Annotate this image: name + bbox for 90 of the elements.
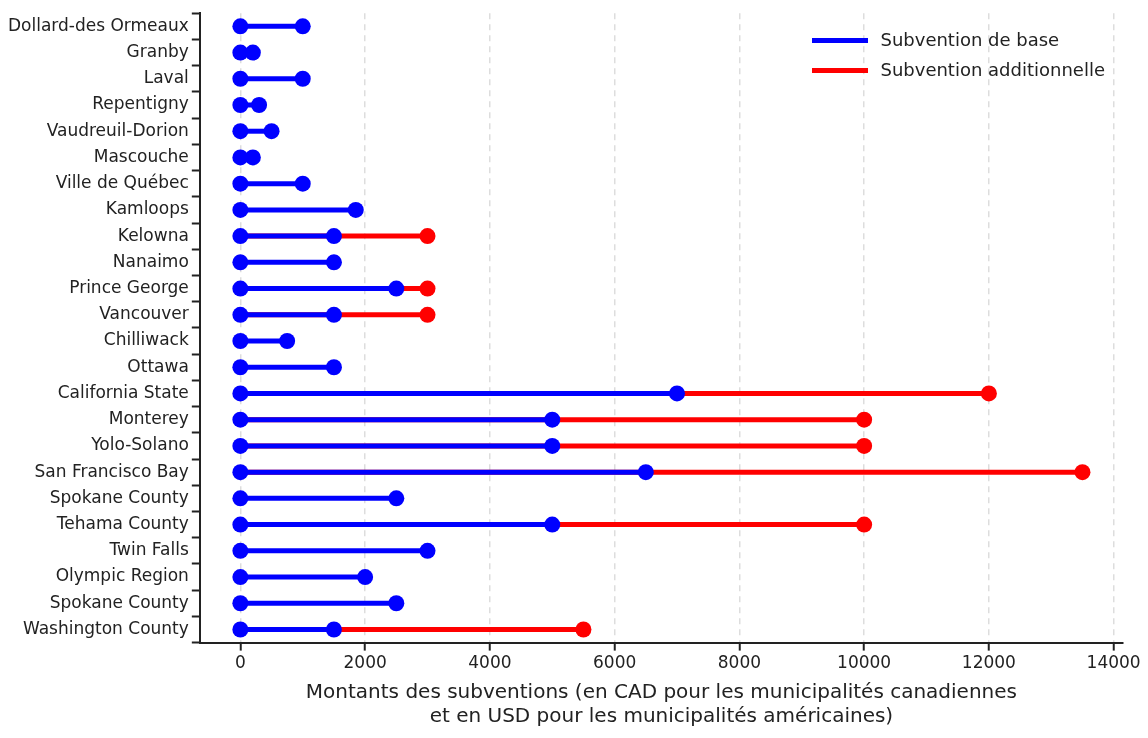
point: [232, 333, 249, 350]
point: [232, 18, 249, 35]
point: [232, 306, 249, 323]
point: [232, 516, 249, 533]
point: [419, 542, 436, 559]
y-tick-label: Olympic Region: [55, 565, 189, 586]
point: [232, 621, 249, 638]
point: [232, 201, 249, 218]
point: [232, 437, 249, 454]
legend-label: Subvention de base: [880, 28, 1060, 53]
x-axis-title: Montants des subventions (en CAD pour les municipalités canadiennes et en USD pour les municipalités américaines): [305, 679, 1017, 728]
x-tick-label: 10000: [837, 652, 892, 673]
point: [1074, 464, 1091, 481]
point: [544, 437, 561, 454]
point: [232, 464, 249, 481]
y-tick-label: Kamloops: [105, 198, 189, 219]
point: [325, 621, 342, 638]
y-tick-label: Dollard-des Ormeaux: [8, 14, 189, 35]
point: [419, 280, 436, 297]
y-tick-label: Repentigny: [92, 93, 189, 114]
point: [294, 18, 311, 35]
y-tick-label: Spokane County: [49, 486, 189, 507]
y-tick-label: Washington County: [22, 617, 189, 638]
y-tick-label: Spokane County: [49, 591, 189, 612]
y-tick-label: Kelowna: [117, 224, 189, 245]
x-tick-label: 12000: [961, 652, 1016, 673]
point: [419, 306, 436, 323]
x-tick-label: 2000: [343, 652, 387, 673]
point: [263, 123, 280, 140]
point: [575, 621, 592, 638]
point: [357, 569, 374, 586]
point: [856, 411, 873, 428]
point: [232, 70, 249, 87]
y-tick-label: Mascouche: [93, 145, 189, 166]
point: [232, 542, 249, 559]
point: [279, 333, 296, 350]
point: [856, 437, 873, 454]
point: [347, 201, 364, 218]
point: [251, 96, 268, 113]
point: [544, 516, 561, 533]
point: [232, 490, 249, 507]
point: [232, 175, 249, 192]
y-tick-label: Yolo-Solano: [90, 434, 189, 455]
point: [294, 175, 311, 192]
x-tick-label: 6000: [593, 652, 637, 673]
point: [232, 280, 249, 297]
point: [637, 464, 654, 481]
legend-label: Subvention additionnelle: [880, 58, 1105, 83]
point: [232, 569, 249, 586]
point: [388, 280, 405, 297]
point: [325, 359, 342, 376]
point: [388, 490, 405, 507]
y-tick-label: Vancouver: [99, 303, 189, 324]
point: [232, 149, 249, 166]
y-tick-label: San Francisco Bay: [34, 460, 189, 481]
point: [325, 228, 342, 245]
y-tick-label: Nanaimo: [112, 250, 189, 271]
y-tick-label: Prince George: [69, 276, 189, 297]
point: [232, 359, 249, 376]
y-tick-label: California State: [57, 381, 189, 402]
y-tick-label: Monterey: [108, 408, 189, 429]
x-tick-label: 4000: [468, 652, 512, 673]
y-tick-label: Ville de Québec: [55, 172, 189, 193]
point: [325, 306, 342, 323]
y-tick-label: Tehama County: [55, 513, 189, 534]
y-tick-label: Twin Falls: [108, 539, 189, 560]
point: [856, 516, 873, 533]
y-tick-label: Ottawa: [127, 355, 189, 376]
y-tick-label: Granby: [126, 40, 189, 61]
point: [669, 385, 686, 402]
point: [294, 70, 311, 87]
x-tick-label: 14000: [1086, 652, 1141, 673]
point: [419, 228, 436, 245]
point: [232, 595, 249, 612]
y-tick-label: Laval: [143, 67, 189, 88]
point: [980, 385, 997, 402]
point: [232, 44, 249, 61]
point: [544, 411, 561, 428]
point: [232, 385, 249, 402]
point: [232, 411, 249, 428]
point: [232, 123, 249, 140]
point: [232, 96, 249, 113]
y-tick-label: Chilliwack: [103, 329, 189, 350]
point: [388, 595, 405, 612]
point: [232, 254, 249, 271]
x-tick-label: 0: [234, 652, 246, 673]
point: [232, 228, 249, 245]
x-tick-label: 8000: [717, 652, 762, 673]
y-tick-label: Vaudreuil-Dorion: [46, 119, 189, 140]
point: [325, 254, 342, 271]
